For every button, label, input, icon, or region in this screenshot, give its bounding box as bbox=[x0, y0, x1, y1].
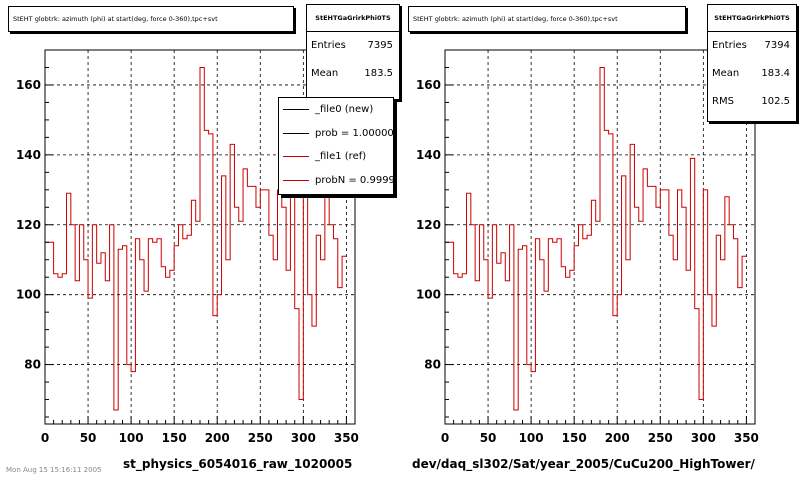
right-plot-svg: 0 50 100 150 200 250 300 350 80 100 120 140 160 bbox=[416, 49, 759, 445]
left-stats-mean-row: Mean 183.5 bbox=[307, 60, 399, 88]
right-stats-mean-label: Mean bbox=[712, 68, 740, 79]
x-tick-label: 50 bbox=[480, 431, 497, 445]
right-stats-name: StEHTGaGrirkPhi0TS bbox=[708, 5, 796, 32]
y-tick-label: 140 bbox=[16, 148, 41, 162]
x-tick-label: 300 bbox=[291, 431, 316, 445]
right-stats-entries-value: 7394 bbox=[764, 40, 790, 51]
right-stats-box: StEHTGaGrirkPhi0TS Entries 7394 Mean 183… bbox=[707, 4, 797, 122]
right-stats-entries-label: Entries bbox=[712, 40, 747, 51]
x-tick-label: 150 bbox=[162, 431, 187, 445]
y-tick-label: 160 bbox=[16, 78, 41, 92]
x-tick-label: 250 bbox=[248, 431, 273, 445]
timestamp-stamp: Mon Aug 15 15:16:11 2005 bbox=[6, 466, 102, 474]
x-tick-label: 0 bbox=[41, 431, 49, 445]
left-histogram-pad: 0 50 100 150 200 250 300 350 80 100 120 140 160 StEH… bbox=[6, 4, 400, 474]
y-tick-label: 80 bbox=[424, 358, 441, 372]
legend-entry: probN = 0.999977 bbox=[279, 169, 393, 193]
left-stats-mean-value: 183.5 bbox=[364, 68, 393, 79]
right-histogram-pad: 0 50 100 150 200 250 300 350 80 100 120 140 160 StEH… bbox=[400, 0, 800, 480]
right-stats-entries-row: Entries 7394 bbox=[708, 32, 796, 60]
legend-entry: _file1 (ref) bbox=[279, 145, 393, 169]
histogram-series--file1-ref- bbox=[445, 66, 747, 411]
x-tick-label: 200 bbox=[605, 431, 630, 445]
left-ticks: 0 50 100 150 200 250 300 350 80 100 120 140 160 bbox=[16, 49, 359, 445]
left-stats-entries-row: Entries 7395 bbox=[307, 32, 399, 60]
left-histogram-title: StEHT globtrk: azimuth (phi) at start(de… bbox=[8, 6, 294, 32]
y-tick-label: 160 bbox=[416, 78, 441, 92]
y-tick-label: 80 bbox=[24, 358, 41, 372]
right-x-axis-title: dev/daq_sl302/Sat/year_2005/CuCu200_High… bbox=[412, 457, 755, 471]
right-histogram-title: StEHT globtrk: azimuth (phi) at start(de… bbox=[408, 6, 686, 32]
histogram-series--file1-ref- bbox=[45, 66, 347, 411]
x-tick-label: 100 bbox=[119, 431, 144, 445]
legend-entry: _file0 (new) bbox=[279, 98, 393, 122]
left-x-axis-title: st_physics_6054016_raw_1020005 bbox=[123, 457, 353, 471]
right-stats-mean-row: Mean 183.4 bbox=[708, 60, 796, 88]
legend-swatch bbox=[283, 156, 309, 158]
left-legend: _file0 (new) prob = 1.000000 _file1 (ref… bbox=[278, 97, 394, 195]
left-series bbox=[45, 66, 347, 411]
right-ticks: 0 50 100 150 200 250 300 350 80 100 120 140 160 bbox=[416, 49, 759, 445]
x-tick-label: 150 bbox=[562, 431, 587, 445]
right-stats-rms-value: 102.5 bbox=[761, 96, 790, 107]
x-tick-label: 350 bbox=[734, 431, 759, 445]
left-stats-entries-value: 7395 bbox=[367, 40, 393, 51]
x-tick-label: 100 bbox=[519, 431, 544, 445]
y-tick-label: 120 bbox=[16, 218, 41, 232]
legend-label: _file0 (new) bbox=[315, 104, 374, 116]
x-tick-label: 200 bbox=[205, 431, 230, 445]
y-tick-label: 140 bbox=[416, 148, 441, 162]
right-stats-rms-label: RMS bbox=[712, 96, 734, 107]
legend-swatch bbox=[283, 132, 309, 134]
left-stats-box: StEHTGaGrirkPhi0TS Entries 7395 Mean 183… bbox=[306, 4, 400, 100]
x-tick-label: 0 bbox=[441, 431, 449, 445]
y-tick-label: 100 bbox=[16, 288, 41, 302]
right-stats-mean-value: 183.4 bbox=[761, 68, 790, 79]
legend-label: prob = 1.000000 bbox=[315, 127, 394, 139]
y-tick-label: 100 bbox=[416, 288, 441, 302]
right-series bbox=[445, 66, 747, 411]
left-stats-name: StEHTGaGrirkPhi0TS bbox=[307, 5, 399, 32]
y-tick-label: 120 bbox=[416, 218, 441, 232]
left-stats-entries-label: Entries bbox=[311, 40, 346, 51]
legend-swatch bbox=[283, 109, 309, 111]
left-stats-mean-label: Mean bbox=[311, 68, 339, 79]
x-tick-label: 300 bbox=[691, 431, 716, 445]
x-tick-label: 250 bbox=[648, 431, 673, 445]
legend-swatch bbox=[283, 179, 309, 181]
right-stats-rms-row: RMS 102.5 bbox=[708, 88, 796, 116]
x-tick-label: 350 bbox=[334, 431, 359, 445]
legend-entry: prob = 1.000000 bbox=[279, 122, 393, 146]
legend-label: _file1 (ref) bbox=[315, 151, 367, 163]
x-tick-label: 50 bbox=[80, 431, 97, 445]
legend-label: probN = 0.999977 bbox=[315, 174, 394, 186]
